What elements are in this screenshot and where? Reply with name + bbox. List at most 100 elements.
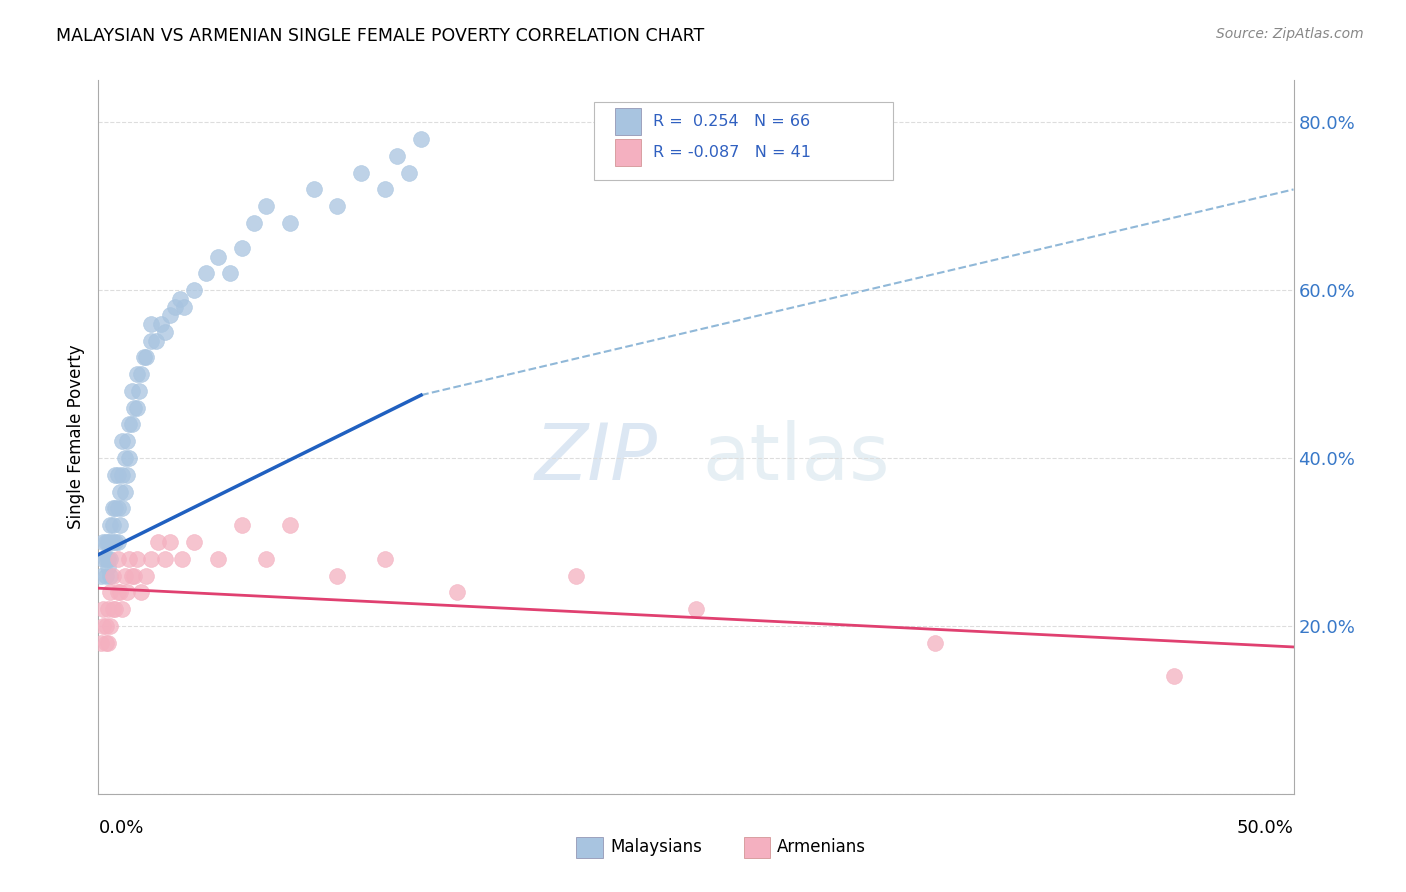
FancyBboxPatch shape: [595, 102, 893, 180]
Point: [207, 250, 229, 264]
Point: [107, 585, 129, 599]
Point: [125, 551, 148, 566]
Point: [98, 518, 122, 533]
Point: [135, 568, 157, 582]
Point: [97, 602, 120, 616]
Point: [101, 535, 124, 549]
Point: [101, 501, 124, 516]
Point: [104, 535, 127, 549]
Point: [924, 636, 946, 650]
Point: [98, 535, 122, 549]
Point: [173, 300, 195, 314]
Point: [350, 166, 373, 180]
Point: [91, 602, 114, 616]
Point: [118, 417, 141, 432]
Point: [132, 351, 155, 365]
Point: [183, 535, 205, 549]
Point: [139, 334, 162, 348]
Point: [302, 182, 325, 196]
Point: [107, 501, 129, 516]
Point: [139, 317, 162, 331]
Point: [107, 535, 129, 549]
Text: ZIP: ZIP: [534, 420, 658, 497]
Point: [104, 467, 127, 482]
Point: [91, 619, 114, 633]
Point: [398, 166, 420, 180]
Point: [101, 602, 124, 616]
Point: [148, 535, 170, 549]
Point: [411, 132, 433, 146]
Point: [101, 518, 124, 533]
Point: [94, 535, 117, 549]
Y-axis label: Single Female Poverty: Single Female Poverty: [66, 345, 84, 529]
Point: [195, 266, 218, 280]
Text: MALAYSIAN VS ARMENIAN SINGLE FEMALE POVERTY CORRELATION CHART: MALAYSIAN VS ARMENIAN SINGLE FEMALE POVE…: [56, 27, 704, 45]
Point: [326, 199, 349, 213]
Point: [155, 325, 177, 339]
Point: [111, 602, 134, 616]
Point: [159, 309, 181, 323]
Point: [385, 149, 409, 163]
Point: [374, 182, 396, 196]
Point: [159, 535, 181, 549]
Point: [219, 266, 242, 280]
Point: [207, 551, 229, 566]
Point: [90, 636, 112, 650]
Point: [94, 636, 117, 650]
Point: [94, 568, 117, 582]
Point: [131, 585, 153, 599]
Point: [90, 568, 112, 582]
Point: [124, 568, 146, 582]
Point: [685, 602, 707, 616]
Point: [97, 560, 120, 574]
Point: [98, 568, 122, 582]
Point: [131, 367, 153, 381]
Point: [94, 551, 117, 566]
Point: [1163, 669, 1185, 683]
Point: [115, 467, 138, 482]
Point: [326, 568, 349, 582]
Text: 50.0%: 50.0%: [1237, 819, 1294, 837]
Text: Armenians: Armenians: [778, 838, 866, 856]
Point: [98, 619, 122, 633]
FancyBboxPatch shape: [614, 139, 641, 166]
Point: [111, 434, 134, 449]
Point: [108, 518, 131, 533]
Point: [101, 568, 124, 582]
Point: [94, 619, 117, 633]
Point: [91, 535, 114, 549]
Point: [231, 518, 253, 533]
Point: [278, 216, 301, 230]
Point: [231, 241, 253, 255]
Point: [114, 451, 136, 466]
Point: [97, 551, 120, 566]
Text: Malaysians: Malaysians: [610, 838, 702, 856]
Point: [114, 484, 136, 499]
Point: [121, 417, 143, 432]
Point: [107, 551, 129, 566]
Point: [565, 568, 588, 582]
Point: [172, 551, 194, 566]
Point: [243, 216, 266, 230]
Point: [121, 568, 143, 582]
Point: [97, 636, 120, 650]
Point: [183, 283, 205, 297]
Point: [128, 384, 150, 398]
Point: [155, 551, 177, 566]
Point: [118, 551, 141, 566]
Point: [125, 401, 148, 415]
Text: R = -0.087   N = 41: R = -0.087 N = 41: [652, 145, 811, 160]
Point: [104, 602, 127, 616]
Point: [169, 292, 191, 306]
Point: [91, 551, 114, 566]
Point: [254, 199, 277, 213]
Point: [98, 551, 122, 566]
Point: [278, 518, 301, 533]
Text: R =  0.254   N = 66: R = 0.254 N = 66: [652, 114, 810, 129]
Point: [115, 585, 138, 599]
Point: [115, 434, 138, 449]
Point: [98, 585, 122, 599]
Point: [108, 484, 131, 499]
Point: [124, 401, 146, 415]
Text: Source: ZipAtlas.com: Source: ZipAtlas.com: [1216, 27, 1364, 41]
